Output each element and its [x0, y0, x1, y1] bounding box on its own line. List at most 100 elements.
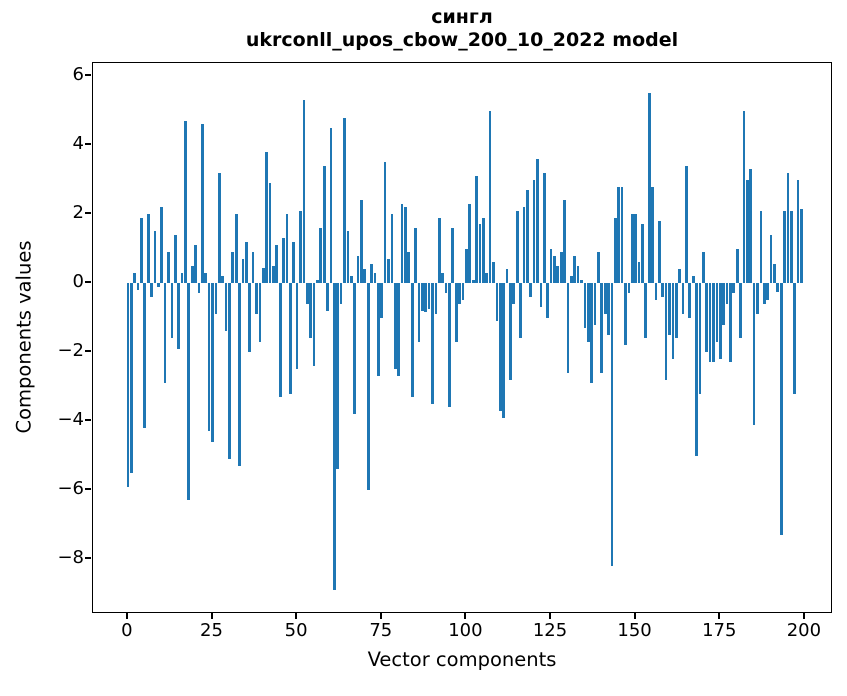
bar	[471, 279, 475, 284]
bar	[163, 283, 167, 384]
bar	[143, 283, 147, 429]
bar	[207, 283, 211, 432]
bar	[790, 210, 793, 284]
bar	[752, 283, 756, 425]
bar	[600, 283, 604, 373]
bar	[444, 283, 448, 294]
plot-area	[92, 62, 832, 613]
bar	[400, 203, 404, 284]
x-tick-mark	[125, 613, 128, 619]
bar	[553, 255, 556, 284]
bar	[732, 283, 736, 294]
bar	[485, 272, 489, 284]
bar	[427, 283, 431, 309]
bar	[387, 258, 390, 284]
x-tick-mark	[464, 613, 467, 619]
bar	[729, 283, 732, 363]
bar	[800, 208, 803, 284]
bar	[695, 283, 698, 456]
bar	[184, 120, 187, 284]
bar	[701, 252, 705, 284]
bar	[773, 264, 776, 284]
bar	[383, 162, 387, 284]
bar	[525, 189, 529, 284]
y-tick-mark	[85, 74, 91, 77]
bar	[488, 110, 492, 284]
bar	[559, 252, 563, 284]
bar	[495, 283, 499, 322]
bar	[156, 283, 160, 287]
bar	[735, 248, 739, 284]
bar	[353, 283, 357, 415]
bar	[475, 176, 478, 284]
bar	[769, 234, 773, 284]
chart-title-block: сингл ukrconll_upos_cbow_200_10_2022 mod…	[92, 6, 832, 52]
bar	[180, 272, 184, 284]
bar	[366, 283, 370, 491]
x-tick-label: 75	[369, 620, 393, 641]
bar	[756, 283, 759, 315]
bar	[299, 210, 302, 284]
x-tick-mark	[210, 613, 213, 619]
bar	[295, 283, 299, 370]
bar	[563, 200, 566, 284]
bar	[468, 203, 472, 284]
bar	[627, 283, 631, 294]
bar	[410, 283, 414, 397]
bar	[302, 100, 306, 284]
x-tick-label: 125	[532, 620, 568, 641]
bar	[414, 227, 417, 284]
bar	[620, 186, 624, 284]
y-tick-label: −2	[57, 340, 84, 362]
bar	[630, 214, 634, 284]
bar	[200, 124, 204, 284]
bar	[718, 283, 722, 359]
bar	[502, 283, 505, 418]
bar	[146, 214, 150, 284]
y-tick-label: 2	[72, 202, 84, 224]
y-tick-label: −6	[57, 478, 84, 500]
bar	[187, 283, 191, 501]
bar	[637, 262, 641, 284]
x-tick-label: 25	[200, 620, 223, 641]
x-tick-mark	[718, 613, 721, 619]
bar	[244, 241, 248, 284]
bar	[519, 283, 522, 339]
x-axis-label: Vector components	[367, 648, 557, 671]
bar	[573, 255, 577, 284]
bar	[481, 217, 485, 284]
bar	[238, 283, 241, 466]
bar	[133, 272, 136, 284]
bar	[217, 172, 221, 284]
bar	[512, 283, 516, 304]
bar	[451, 227, 455, 284]
bar	[607, 283, 610, 335]
bar	[708, 283, 712, 363]
bar	[509, 283, 512, 380]
bar	[380, 283, 384, 318]
bar	[228, 283, 231, 460]
bar	[404, 207, 407, 284]
chart-title: сингл	[431, 6, 493, 28]
bar	[705, 283, 709, 353]
bar	[153, 231, 157, 284]
bar	[407, 252, 411, 284]
bar	[698, 283, 702, 394]
bar	[651, 186, 654, 284]
bar	[603, 283, 607, 315]
bar	[377, 283, 380, 377]
bar	[624, 283, 627, 346]
bar	[796, 179, 800, 284]
bar	[326, 283, 329, 311]
bar	[783, 210, 786, 284]
bar	[647, 93, 651, 284]
bar	[661, 283, 665, 297]
bar	[576, 265, 580, 284]
bar	[336, 283, 340, 470]
x-tick-label: 50	[284, 620, 308, 641]
bar	[644, 283, 648, 339]
bar	[613, 217, 617, 284]
bar	[221, 276, 224, 284]
bar	[370, 264, 373, 284]
bar	[664, 283, 668, 380]
